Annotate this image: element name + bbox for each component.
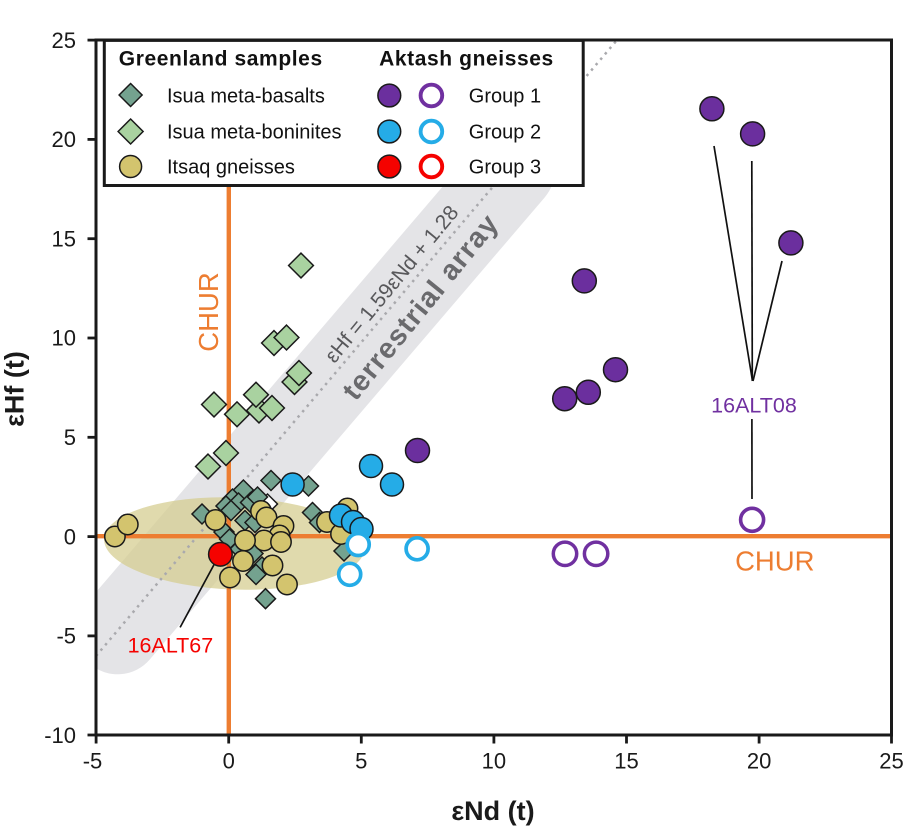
svg-text:Group 1: Group 1 [469,86,541,108]
svg-text:Group 2: Group 2 [469,122,541,144]
svg-text:15: 15 [614,749,638,774]
svg-text:5: 5 [64,425,76,450]
svg-text:16ALT67: 16ALT67 [128,634,214,658]
svg-text:25: 25 [879,749,903,774]
svg-text:10: 10 [52,326,76,351]
svg-text:20: 20 [52,127,76,152]
svg-text:Isua meta-boninites: Isua meta-boninites [167,122,342,144]
svg-text:0: 0 [64,524,76,549]
svg-text:CHUR: CHUR [193,272,224,351]
svg-text:5: 5 [355,749,367,774]
svg-text:10: 10 [482,749,506,774]
svg-text:Itsaq gneisses: Itsaq gneisses [167,157,295,179]
svg-text:25: 25 [52,28,76,53]
svg-text:20: 20 [747,749,771,774]
svg-text:Group 3: Group 3 [469,157,541,179]
svg-text:-5: -5 [83,749,103,774]
svg-text:CHUR: CHUR [735,546,814,577]
svg-text:εNd (t): εNd (t) [451,796,534,826]
svg-text:εHf (t): εHf (t) [0,351,30,427]
svg-text:0: 0 [223,749,235,774]
svg-text:-5: -5 [56,624,76,649]
svg-text:Aktash gneisses: Aktash gneisses [379,48,554,71]
svg-text:Isua meta-basalts: Isua meta-basalts [167,86,325,108]
svg-text:-10: -10 [44,723,76,748]
svg-text:Greenland samples: Greenland samples [119,48,323,71]
svg-text:16ALT08: 16ALT08 [711,394,797,418]
svg-text:15: 15 [52,226,76,251]
